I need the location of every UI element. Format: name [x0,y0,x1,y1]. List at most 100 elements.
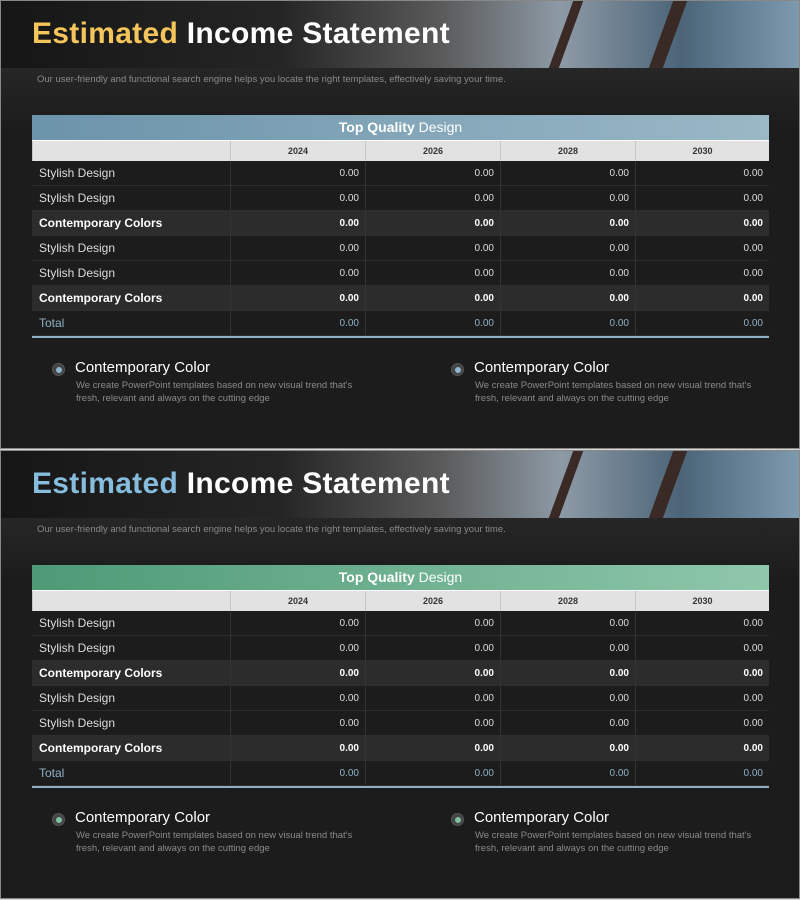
table-heading-rest: Design [418,119,463,135]
subtitle: Our user-friendly and functional search … [37,74,506,85]
cell-value: 0.00 [500,711,635,735]
cell-value: 0.00 [500,211,635,235]
column-header: 2028 [500,591,635,611]
cell-value: 0.00 [230,286,365,310]
cell-value: 0.00 [365,186,500,210]
cell-value: 0.00 [500,736,635,760]
table-row: Stylish Design 0.00 0.00 0.00 0.00 [32,636,769,661]
cell-value: 0.00 [365,261,500,285]
table-row: Stylish Design 0.00 0.00 0.00 0.00 [32,236,769,261]
row-label: Contemporary Colors [39,291,163,305]
feature-heading: Contemporary Color [75,359,211,376]
cell-value: 0.00 [500,161,635,185]
column-header: 2026 [365,591,500,611]
row-label: Stylish Design [39,166,116,180]
table-row: Stylish Design 0.00 0.00 0.00 0.00 [32,711,769,736]
cell-value: 0.00 [500,636,635,660]
feature-heading: Contemporary Color [474,359,610,376]
cell-value: 0.00 [365,161,500,185]
cell-value: 0.00 [230,711,365,735]
table-bottom-rule [32,336,769,338]
table-row: Stylish Design 0.00 0.00 0.00 0.00 [32,611,769,636]
row-label: Stylish Design [39,191,116,205]
row-label: Stylish Design [39,691,116,705]
row-label: Stylish Design [39,616,116,630]
cell-value: 0.00 [230,736,365,760]
cell-value: 0.00 [635,661,769,685]
table-row: Total 0.00 0.00 0.00 0.00 [32,761,769,786]
slide-title: Estimated Income Statement [32,467,450,501]
cell-value: 0.00 [635,736,769,760]
cell-value: 0.00 [365,286,500,310]
table-row: Contemporary Colors 0.00 0.00 0.00 0.00 [32,661,769,686]
cell-value: 0.00 [500,311,635,335]
table-heading: Top Quality Design [32,115,769,140]
table-row: Contemporary Colors 0.00 0.00 0.00 0.00 [32,736,769,761]
cell-value: 0.00 [365,761,500,785]
cell-value: 0.00 [500,236,635,260]
table-heading: Top Quality Design [32,565,769,590]
cell-value: 0.00 [365,236,500,260]
cell-value: 0.00 [635,261,769,285]
row-label: Stylish Design [39,266,116,280]
cell-value: 0.00 [635,211,769,235]
table-heading-bold: Top Quality [338,119,415,135]
row-label: Stylish Design [39,241,116,255]
feature-heading: Contemporary Color [474,809,610,826]
title-rest: Income Statement [186,17,450,50]
cell-value: 0.00 [230,236,365,260]
row-label: Contemporary Colors [39,741,163,755]
title-rest: Income Statement [186,467,450,500]
table-row: Stylish Design 0.00 0.00 0.00 0.00 [32,161,769,186]
table-heading-rest: Design [418,569,463,585]
cell-value: 0.00 [365,686,500,710]
cell-value: 0.00 [230,686,365,710]
column-header: 2024 [230,141,365,161]
cell-value: 0.00 [230,211,365,235]
cell-value: 0.00 [500,761,635,785]
bullet-dot-icon [451,363,464,376]
feature-text: We create PowerPoint templates based on … [76,380,353,404]
cell-value: 0.00 [500,261,635,285]
row-label: Stylish Design [39,641,116,655]
column-header: 2024 [230,591,365,611]
column-headers: 2024 2026 2028 2030 [32,140,769,161]
cell-value: 0.00 [500,686,635,710]
cell-value: 0.00 [365,711,500,735]
title-accent: Estimated [32,17,179,50]
cell-value: 0.00 [365,736,500,760]
cell-value: 0.00 [500,611,635,635]
row-label: Contemporary Colors [39,216,163,230]
row-label: Contemporary Colors [39,666,163,680]
cell-value: 0.00 [230,311,365,335]
cell-value: 0.00 [635,161,769,185]
cell-value: 0.00 [365,636,500,660]
cell-value: 0.00 [500,661,635,685]
cell-value: 0.00 [230,161,365,185]
row-label: Stylish Design [39,716,116,730]
slide: Estimated Income Statement Our user-frie… [0,450,800,899]
header-photo [1,1,799,68]
slide: Estimated Income Statement Our user-frie… [0,0,800,449]
column-header: 2030 [635,141,769,161]
cell-value: 0.00 [365,311,500,335]
cell-value: 0.00 [635,611,769,635]
slide-title: Estimated Income Statement [32,17,450,51]
cell-value: 0.00 [365,211,500,235]
cell-value: 0.00 [635,311,769,335]
table-row: Total 0.00 0.00 0.00 0.00 [32,311,769,336]
table-row: Stylish Design 0.00 0.00 0.00 0.00 [32,261,769,286]
feature-text: We create PowerPoint templates based on … [475,830,752,854]
cell-value: 0.00 [230,661,365,685]
income-table: Top Quality Design 2024 2026 2028 2030 Styli… [32,115,769,338]
cell-value: 0.00 [635,636,769,660]
row-label: Total [39,766,65,780]
subtitle: Our user-friendly and functional search … [37,524,506,535]
header-photo [1,451,799,518]
cell-value: 0.00 [365,661,500,685]
table-row: Stylish Design 0.00 0.00 0.00 0.00 [32,686,769,711]
cell-value: 0.00 [365,611,500,635]
cell-value: 0.00 [635,711,769,735]
cell-value: 0.00 [500,186,635,210]
column-header: 2026 [365,141,500,161]
